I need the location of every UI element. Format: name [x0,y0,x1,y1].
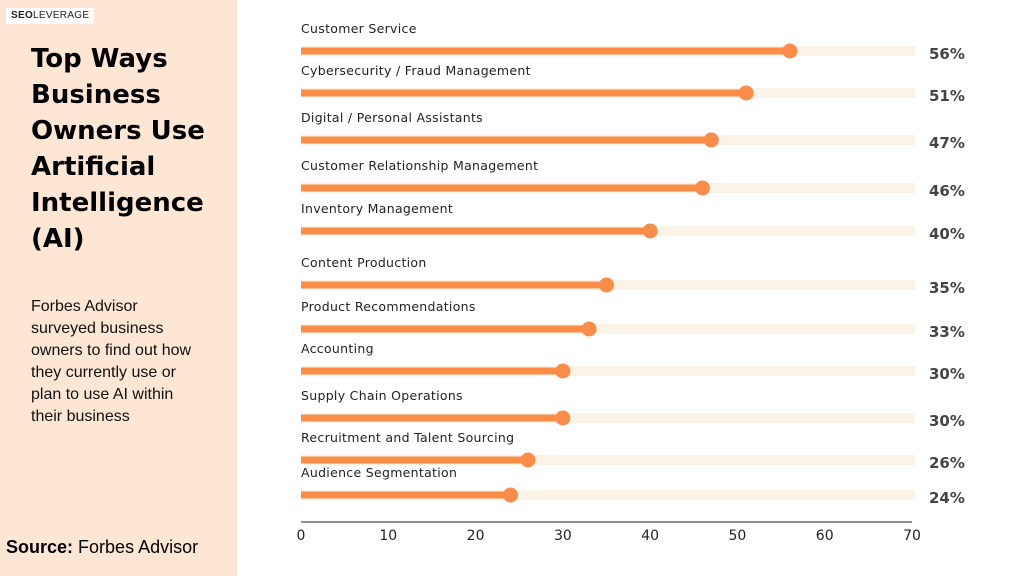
logo-bold-text: SEO [11,10,34,21]
bar-track [301,455,915,465]
seoleverage-logo: SEOLEVERAGE [6,8,95,24]
category-label: Digital / Personal Assistants [301,110,483,125]
bar-end-dot [782,43,798,59]
survey-description: Forbes Advisor surveyed business owners … [31,298,192,425]
value-label: 40% [929,225,965,243]
category-label: Content Production [301,255,427,270]
bar-end-dot [599,277,614,293]
value-label: 47% [929,134,965,152]
source-line: Source: Forbes Advisor [6,537,198,558]
category-label: Cybersecurity / Fraud Management [301,63,531,78]
x-tick-label: 70 [903,528,921,544]
bar-end-dot [520,452,536,468]
bar-fill [301,184,703,192]
bar-fill [301,414,563,422]
bar-fill [301,456,528,464]
category-label: Customer Service [301,21,417,36]
value-label: 30% [929,365,965,383]
source-label: Source: [6,537,74,557]
bar-fill [301,136,712,144]
x-tick-label: 10 [379,528,397,544]
value-label: 51% [929,87,965,105]
bar-fill [301,281,607,289]
bar-end-dot [738,85,754,101]
category-label: Product Recommendations [301,299,476,314]
value-label: 35% [929,279,965,297]
bar-fill [301,325,590,333]
bar-fill [301,47,790,55]
bar-end-dot [555,363,571,379]
value-label: 46% [929,182,965,200]
x-tick-label: 40 [641,528,659,544]
category-label: Recruitment and Talent Sourcing [301,430,514,445]
bar-end-dot [703,132,719,148]
value-label: 30% [929,412,965,430]
category-label: Audience Segmentation [301,465,457,480]
page-title: Top Ways Business Owners Use Artificial … [31,44,205,254]
bar-end-dot [642,223,658,239]
side-panel: SEOLEVERAGE Top Ways Business Owners Use… [0,0,237,576]
bar-track [301,366,915,376]
bar-fill [301,491,511,499]
value-label: 24% [929,489,965,507]
value-label: 26% [929,454,965,472]
bar-end-dot [581,321,597,337]
category-label: Supply Chain Operations [301,388,463,403]
bar-fill [301,367,563,375]
value-label: 56% [929,45,965,63]
bar-track [301,490,915,500]
x-tick-label: 20 [467,528,485,544]
category-label: Inventory Management [301,201,453,216]
value-label: 33% [929,323,965,341]
bar-end-dot [695,180,711,196]
x-tick-label: 30 [554,528,572,544]
bar-fill [301,227,651,235]
source-name: Forbes Advisor [78,537,199,557]
x-tick-label: 0 [297,528,306,544]
bar-track [301,324,915,334]
logo-rest-text: LEVERAGE [33,10,90,21]
category-label: Customer Relationship Management [301,158,538,173]
bar-end-dot [555,410,571,426]
category-label: Accounting [301,341,374,356]
bar-fill [301,89,747,97]
x-tick-label: 50 [729,528,747,544]
bar-end-dot [502,487,518,503]
bar-track [301,413,915,423]
x-tick-label: 60 [816,528,834,544]
